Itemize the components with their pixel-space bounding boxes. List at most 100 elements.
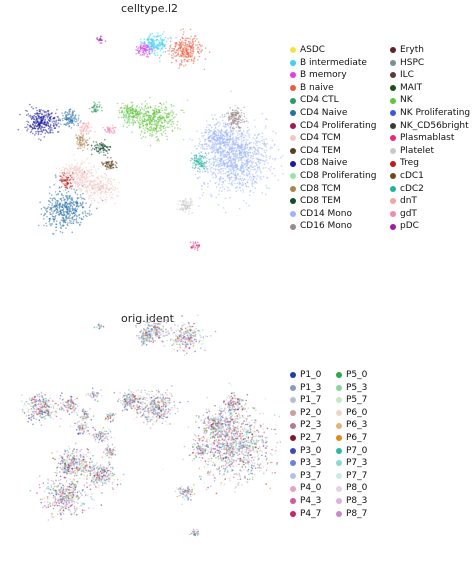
cell-point (40, 128, 42, 130)
cell-point (44, 129, 47, 131)
cell-point (234, 137, 237, 140)
cell-point (201, 165, 203, 167)
cell-point (205, 157, 208, 160)
cell-point (79, 126, 81, 129)
cell-point (154, 128, 157, 130)
cell-point (218, 121, 220, 123)
cell-point (76, 124, 78, 127)
cell-point (88, 197, 90, 199)
cell-point (170, 103, 173, 106)
cell-point (61, 181, 63, 183)
cell-point (63, 180, 65, 182)
legend-marker (390, 185, 396, 192)
cell-point (208, 51, 211, 53)
cell-point (205, 126, 208, 129)
cell-point (262, 175, 265, 178)
cell-point (224, 197, 227, 200)
cell-point (139, 109, 141, 111)
cell-point (192, 50, 194, 52)
cell-point (120, 116, 123, 119)
cell-point (277, 179, 280, 181)
cell-point (123, 123, 125, 125)
cell-point (233, 122, 235, 124)
cell-point (229, 196, 231, 199)
cell-point (216, 164, 218, 166)
cell-point (54, 218, 56, 220)
cell-point (122, 116, 125, 119)
cell-point (69, 210, 71, 213)
cell-point (54, 183, 57, 185)
cell-point (172, 117, 175, 119)
cell-point (144, 107, 146, 109)
cell-point (218, 163, 220, 165)
cell-point (78, 114, 80, 117)
cell-point (237, 112, 239, 115)
cell-point (253, 142, 255, 144)
cell-point (52, 213, 54, 215)
cell-point (218, 409, 221, 412)
cell-point (213, 145, 216, 147)
cell-cluster (101, 156, 118, 170)
cell-point (158, 122, 160, 124)
cell-point (252, 168, 254, 171)
cell-point (100, 42, 103, 44)
cell-point (254, 149, 256, 151)
cell-point (193, 57, 196, 60)
cell-point (184, 211, 187, 213)
cell-point (53, 184, 55, 186)
cell-point (151, 44, 154, 47)
cell-point (75, 220, 78, 222)
cell-point (134, 116, 137, 119)
cell-point (72, 201, 75, 203)
cell-point (260, 426, 262, 428)
cell-point (109, 166, 111, 169)
cell-point (152, 134, 154, 136)
cell-point (179, 64, 181, 67)
cell-point (99, 38, 101, 40)
cell-point (237, 142, 239, 144)
cell-point (205, 160, 208, 163)
cell-point (49, 129, 51, 131)
cell-point (89, 183, 91, 186)
cell-point (61, 182, 64, 185)
cell-point (102, 142, 104, 145)
cell-point (162, 468, 164, 470)
legend-label: CD4 Proliferating (300, 120, 377, 131)
cell-point (235, 190, 238, 192)
cell-point (156, 38, 158, 41)
cell-point (85, 142, 88, 144)
umap-panel-celltype: celltype.l2 ASDC B intermediate B memory B … (17, 2, 470, 251)
cell-point (86, 212, 89, 215)
cell-point (93, 185, 96, 187)
cell-point (160, 43, 163, 46)
cell-point (149, 134, 151, 137)
legend-label: B memory (300, 70, 347, 81)
cell-point (63, 170, 66, 172)
cell-point (224, 146, 227, 149)
cell-point (94, 102, 96, 105)
cell-point (30, 106, 33, 108)
cell-point (265, 138, 267, 140)
cell-point (79, 136, 81, 139)
cell-point (103, 172, 106, 175)
cell-point (117, 191, 120, 193)
legend-label: dnT (400, 196, 417, 207)
cell-point (248, 161, 251, 163)
cell-point (87, 195, 90, 197)
cell-point (70, 127, 73, 129)
cell-point (256, 451, 259, 454)
cell-point (229, 159, 232, 162)
cell-point (79, 177, 81, 179)
cell-point (66, 182, 69, 184)
cell-point (235, 170, 237, 172)
cell-point (246, 161, 249, 163)
cell-point (126, 116, 128, 118)
cell-point (171, 125, 173, 128)
cell-point (57, 211, 59, 213)
cell-point (241, 146, 243, 149)
cell-point (183, 51, 186, 54)
cell-point (65, 176, 67, 178)
cell-point (266, 142, 268, 145)
cell-point (129, 109, 132, 112)
cell-point (182, 207, 185, 210)
